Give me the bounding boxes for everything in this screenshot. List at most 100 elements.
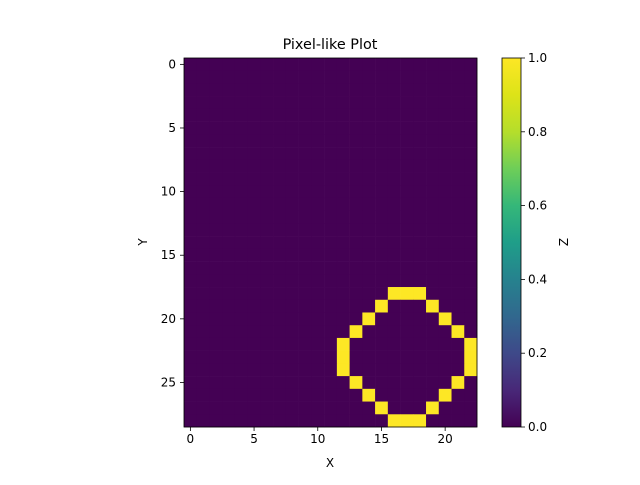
heatmap-cell	[324, 312, 338, 326]
heatmap-cell	[260, 223, 274, 237]
heatmap-cell	[349, 363, 363, 377]
heatmap-cell	[375, 108, 389, 122]
heatmap-cell	[362, 70, 376, 84]
heatmap-cell	[324, 197, 338, 211]
heatmap-cell	[375, 388, 389, 402]
heatmap-cell	[247, 248, 261, 262]
heatmap-cell	[426, 58, 440, 72]
heatmap-cell	[349, 172, 363, 186]
heatmap-cell	[222, 108, 236, 122]
heatmap-cell	[438, 96, 452, 110]
heatmap-cell	[349, 312, 363, 326]
heatmap-cell	[413, 172, 427, 186]
heatmap-cell	[426, 96, 440, 110]
heatmap-cell	[400, 172, 414, 186]
heatmap-cell	[298, 414, 312, 428]
heatmap-cell	[375, 96, 389, 110]
heatmap-cell	[336, 401, 350, 415]
heatmap-cell	[349, 350, 363, 364]
heatmap-cell	[222, 248, 236, 262]
heatmap-cell	[413, 325, 427, 339]
heatmap-cell	[464, 83, 478, 97]
heatmap-cell	[426, 363, 440, 377]
heatmap-cell	[285, 274, 299, 288]
heatmap-cell	[234, 70, 248, 84]
heatmap-cell	[336, 414, 350, 428]
heatmap-cell	[222, 337, 236, 351]
heatmap-cell	[349, 210, 363, 224]
heatmap-cell	[311, 363, 325, 377]
heatmap-cell	[451, 58, 465, 72]
heatmap-cell	[222, 197, 236, 211]
heatmap-cell	[336, 147, 350, 161]
heatmap-cell	[324, 185, 338, 199]
heatmap-cell	[311, 185, 325, 199]
heatmap-cell	[222, 401, 236, 415]
heatmap-cell	[324, 83, 338, 97]
heatmap-cell	[464, 197, 478, 211]
heatmap-cell	[234, 159, 248, 173]
heatmap-cell	[209, 299, 223, 313]
heatmap-cell	[196, 197, 210, 211]
heatmap-cell	[426, 134, 440, 148]
heatmap-cell	[209, 172, 223, 186]
heatmap-cell	[184, 337, 198, 351]
heatmap-cell	[196, 248, 210, 262]
heatmap-cell	[273, 388, 287, 402]
heatmap-cell	[413, 376, 427, 390]
heatmap-cell	[464, 287, 478, 301]
heatmap-cell	[260, 363, 274, 377]
heatmap-cell	[209, 121, 223, 135]
heatmap-cell	[438, 134, 452, 148]
heatmap-cell	[222, 172, 236, 186]
heatmap-cell	[196, 83, 210, 97]
heatmap-cell	[273, 363, 287, 377]
heatmap-cell	[324, 376, 338, 390]
heatmap-cell	[451, 147, 465, 161]
heatmap-cell	[209, 134, 223, 148]
heatmap-cell	[438, 172, 452, 186]
x-tick-label: 20	[438, 432, 453, 446]
heatmap-cell	[451, 223, 465, 237]
heatmap-cell	[349, 147, 363, 161]
heatmap-cell	[375, 147, 389, 161]
heatmap-cell	[413, 108, 427, 122]
heatmap-cell	[336, 134, 350, 148]
heatmap-cell	[196, 210, 210, 224]
heatmap-cell	[222, 414, 236, 428]
heatmap-cell	[375, 401, 389, 415]
heatmap-cell	[311, 261, 325, 275]
heatmap-cell	[324, 96, 338, 110]
y-tick-label: 0	[168, 57, 176, 71]
heatmap-cell	[196, 147, 210, 161]
heatmap-cell	[209, 223, 223, 237]
heatmap-cell	[413, 197, 427, 211]
heatmap-cell	[464, 248, 478, 262]
heatmap-cell	[438, 274, 452, 288]
heatmap-cell	[234, 248, 248, 262]
heatmap-cell	[222, 70, 236, 84]
heatmap-cell	[184, 274, 198, 288]
heatmap-cell	[375, 350, 389, 364]
heatmap-cell	[387, 185, 401, 199]
heatmap-cell	[451, 134, 465, 148]
heatmap-cell	[260, 414, 274, 428]
heatmap-cell	[464, 58, 478, 72]
heatmap-cell	[451, 299, 465, 313]
heatmap-cell	[464, 134, 478, 148]
heatmap-cell	[298, 83, 312, 97]
heatmap-cell	[273, 312, 287, 326]
heatmap-cell	[362, 197, 376, 211]
heatmap-cell	[285, 376, 299, 390]
heatmap-cell	[426, 108, 440, 122]
heatmap-cell	[273, 172, 287, 186]
heatmap-cell	[311, 312, 325, 326]
heatmap-cell	[273, 185, 287, 199]
heatmap-cell	[298, 134, 312, 148]
heatmap-cell	[362, 108, 376, 122]
heatmap-cell	[451, 363, 465, 377]
heatmap-cell	[285, 172, 299, 186]
heatmap-cell	[260, 147, 274, 161]
heatmap-cell	[298, 299, 312, 313]
